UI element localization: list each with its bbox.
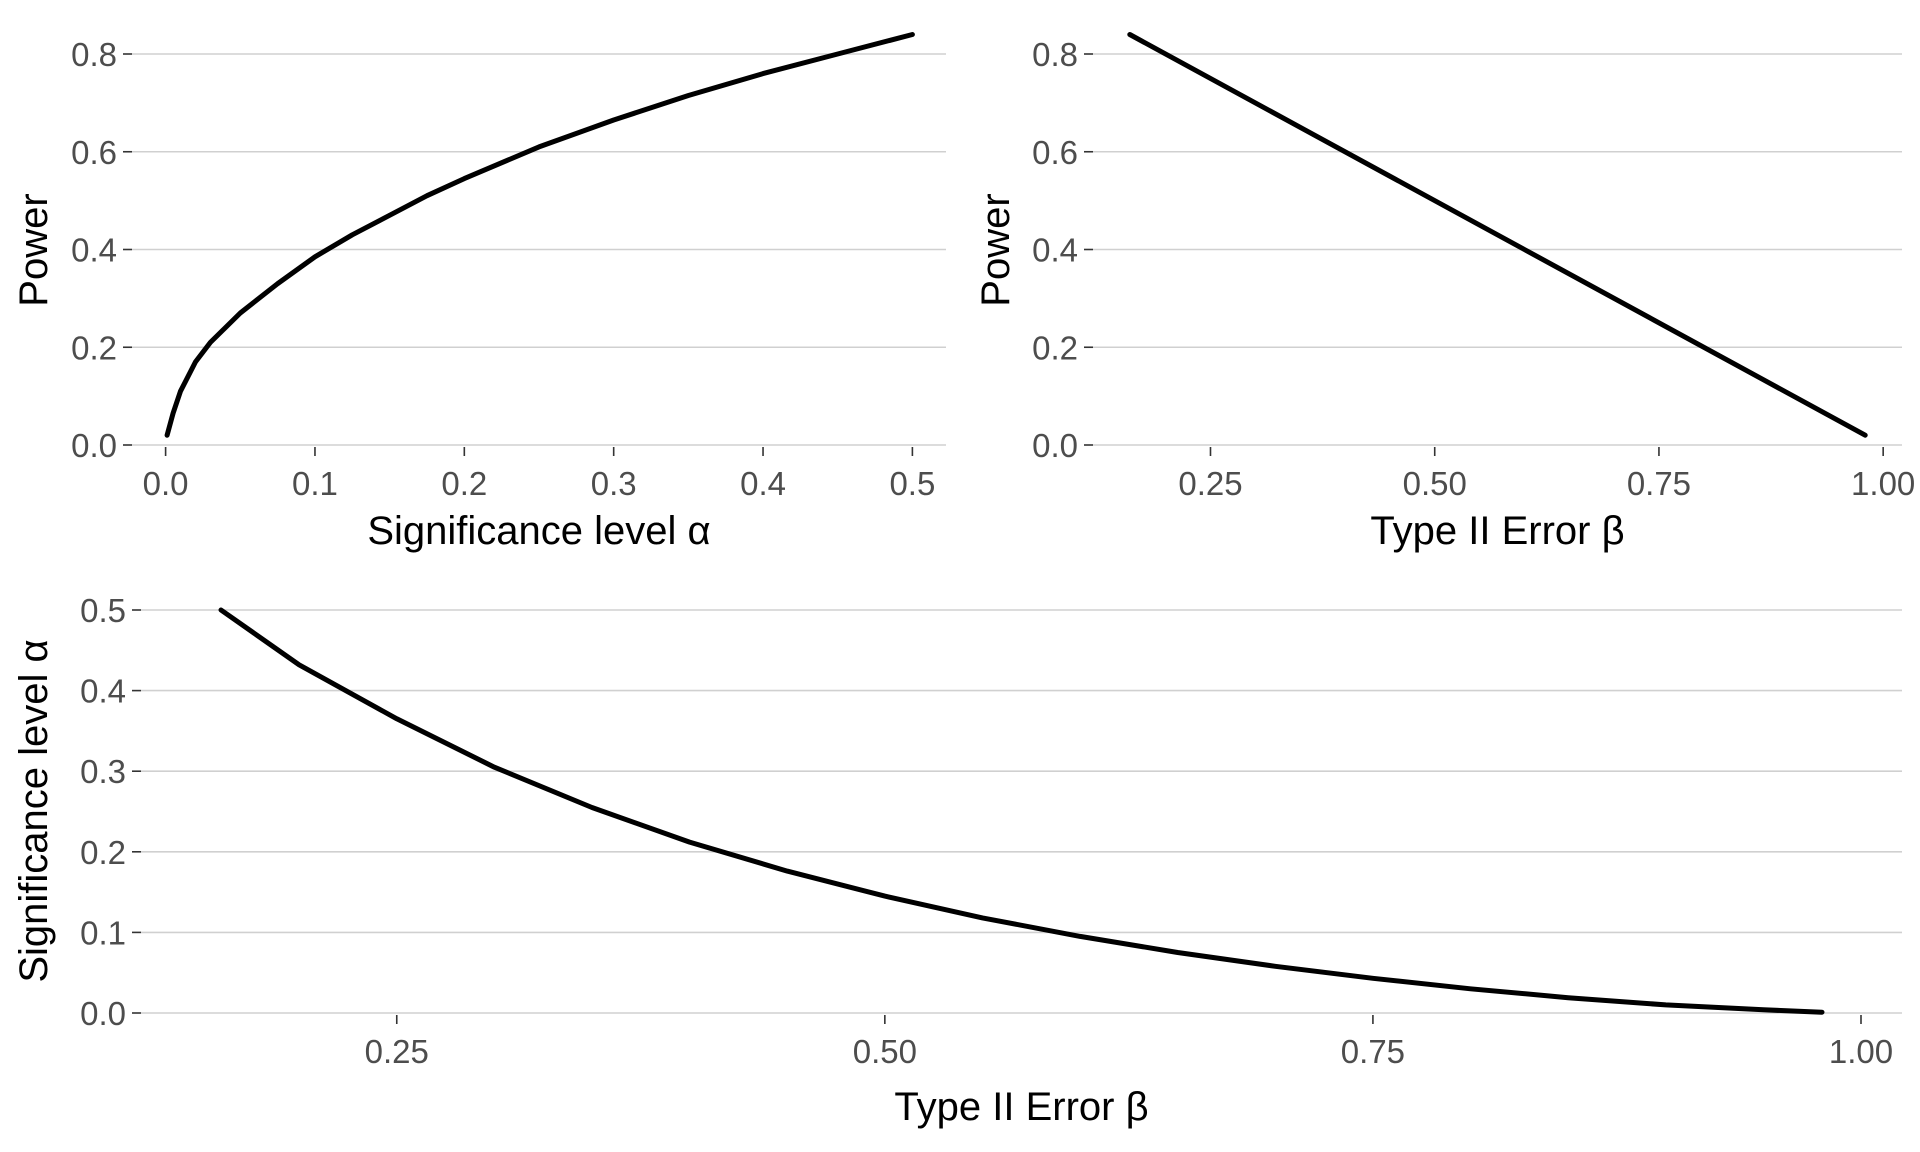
x-tick-label: 0.25 [1178,465,1242,502]
y-tick-label: 0.1 [80,914,126,951]
x-tick-label: 0.25 [365,1033,429,1070]
y-tick-label: 0.8 [71,36,117,73]
x-tick-label: 0.75 [1627,465,1691,502]
y-tick-label: 0.0 [80,995,126,1032]
x-tick-label: 0.5 [889,465,935,502]
panel-power-vs-beta: 0.0 0.2 0.4 0.6 0.8 0.25 0.50 0.75 1.00 Type II E… [974,32,1915,553]
x-tick-label: 1.00 [1829,1033,1893,1070]
y-tick-label: 0.8 [1032,36,1078,73]
y-tick-label: 0.0 [71,427,117,464]
y-tick-label: 0.6 [1032,134,1078,171]
x-tick-label: 0.3 [591,465,637,502]
panel-alpha-vs-beta: 0.0 0.1 0.2 0.3 0.4 0.5 0.25 0.50 0.75 1.00 Type I… [12,592,1902,1129]
y-tick-label: 0.4 [1032,232,1078,269]
series-line [1127,32,1868,438]
y-tick-label: 0.4 [71,232,117,269]
y-axis-title: Significance level α [12,639,56,982]
x-tick-label: 1.00 [1851,465,1915,502]
x-tick-label: 0.0 [143,465,189,502]
x-axis-title: Type II Error β [1370,509,1624,553]
panel-power-vs-alpha: 0.0 0.2 0.4 0.6 0.8 0.0 0.1 0.2 0.3 0.4 0.5 Signifi… [12,32,946,553]
y-axis-title: Power [12,193,56,306]
x-axis-title: Type II Error β [894,1085,1148,1129]
series-line [164,32,915,438]
x-tick-label: 0.4 [740,465,786,502]
y-tick-label: 0.4 [80,673,126,710]
y-tick-label: 0.2 [71,329,117,366]
y-axis-title: Power [974,193,1018,306]
y-tick-label: 0.2 [1032,329,1078,366]
x-axis-title: Significance level α [367,509,710,553]
x-tick-label: 0.2 [441,465,487,502]
y-tick-label: 0.6 [71,134,117,171]
x-tick-label: 0.1 [292,465,338,502]
y-tick-label: 0.3 [80,753,126,790]
y-tick-label: 0.5 [80,592,126,629]
y-tick-label: 0.0 [1032,427,1078,464]
series-line [218,607,1825,1015]
x-tick-label: 0.75 [1341,1033,1405,1070]
x-tick-label: 0.50 [1403,465,1467,502]
x-tick-label: 0.50 [853,1033,917,1070]
y-tick-label: 0.2 [80,834,126,871]
